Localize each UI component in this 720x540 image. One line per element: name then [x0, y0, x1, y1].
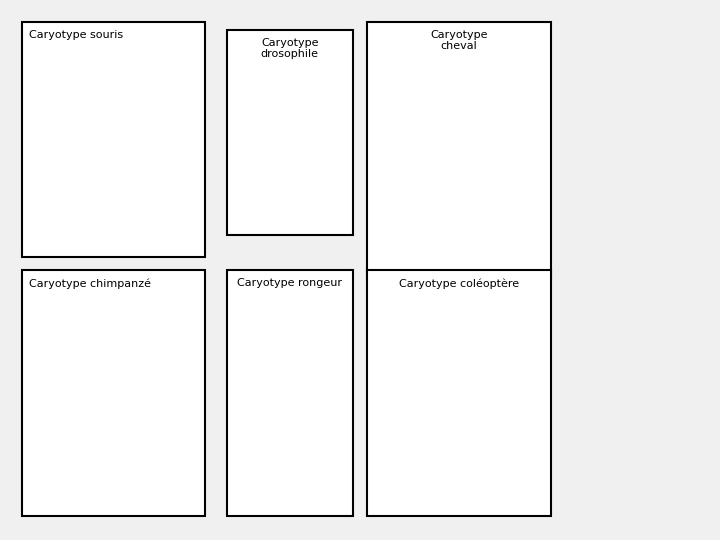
- Text: Caryotype coléoptère: Caryotype coléoptère: [399, 278, 519, 288]
- Bar: [227, 30, 353, 235]
- Bar: [22, 22, 205, 256]
- Text: Caryotype
cheval: Caryotype cheval: [431, 30, 487, 51]
- Text: Caryotype
drosophile: Caryotype drosophile: [261, 38, 319, 59]
- Text: Caryotype souris: Caryotype souris: [29, 30, 123, 40]
- Bar: [22, 270, 205, 516]
- Bar: [227, 270, 353, 516]
- Text: Caryotype chimpanzé: Caryotype chimpanzé: [29, 278, 150, 288]
- Bar: [367, 270, 551, 516]
- Text: Caryotype rongeur: Caryotype rongeur: [238, 278, 342, 288]
- Bar: [367, 22, 551, 278]
